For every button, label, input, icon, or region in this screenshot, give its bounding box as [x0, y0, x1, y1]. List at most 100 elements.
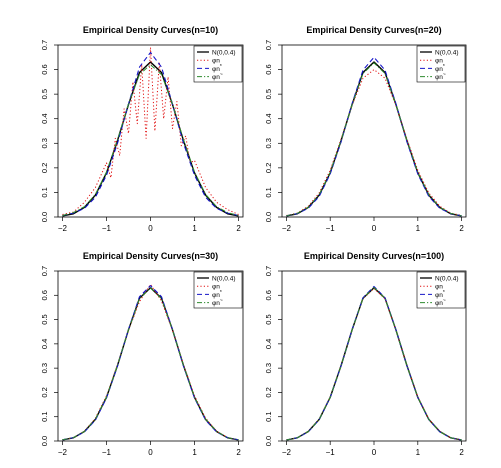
series-line-2 [62, 47, 239, 215]
y-tick-label: 0.6 [40, 290, 49, 300]
y-tick-label: 0.7 [40, 266, 49, 276]
y-tick-label: 0.3 [40, 363, 49, 373]
legend-label: N(0,0.4) [435, 50, 458, 57]
y-tick-label: 0.2 [264, 163, 273, 173]
y-tick-label: 0.5 [264, 89, 273, 99]
legend-label-mark: ~ [443, 72, 446, 78]
legend-label: φn~ [212, 72, 223, 81]
legend-label-mark: ~ [220, 298, 223, 304]
legend-label: φn [435, 284, 443, 291]
legend-label: φn* [435, 64, 445, 73]
x-tick-label: 1 [416, 224, 421, 233]
series-line-3 [62, 285, 239, 441]
y-tick-label: 0.3 [264, 138, 273, 148]
x-tick-label: 2 [236, 448, 241, 457]
series-line-3 [62, 51, 239, 217]
y-tick-label: 0.6 [264, 64, 273, 74]
x-tick-label: −1 [326, 224, 336, 233]
x-tick-label: −1 [102, 224, 112, 233]
legend-label-mark: * [220, 290, 222, 296]
x-tick-label: −1 [102, 448, 112, 457]
series-line-4 [286, 62, 462, 217]
legend-label: N(0,0.4) [212, 50, 235, 57]
x-tick-label: 1 [192, 224, 197, 233]
y-tick-label: 0.6 [40, 64, 49, 74]
legend-label: φn~ [435, 298, 446, 307]
y-tick-label: 0.3 [264, 363, 273, 373]
y-tick-label: 0.1 [264, 187, 273, 197]
series-line-2 [286, 288, 462, 441]
legend-label: φn [212, 284, 220, 291]
y-tick-label: 0.0 [40, 212, 49, 222]
y-tick-label: 0.1 [264, 411, 273, 421]
y-tick-label: 0.1 [40, 411, 49, 421]
series-line-1 [286, 61, 462, 217]
legend-label-mark: * [443, 290, 445, 296]
x-tick-label: −2 [282, 224, 292, 233]
legend-label-mark: * [443, 64, 445, 70]
chart-panel-2: Empirical Density Curves(n=20) −2 −1 0 1 2 0.0… [264, 25, 467, 233]
y-tick-label: 0.7 [264, 266, 273, 276]
legend-label: φn* [435, 290, 445, 299]
chart-panel-3: Empirical Density Curves(n=30) −2 −1 0 1 2 0.0… [40, 251, 244, 457]
legend-label-mark: * [220, 64, 222, 70]
x-tick-label: 2 [459, 224, 464, 233]
x-tick-label: 0 [372, 448, 377, 457]
y-tick-label: 0.4 [40, 339, 49, 349]
series-line-4 [62, 64, 239, 216]
legend-label: N(0,0.4) [435, 276, 458, 283]
x-tick-label: 0 [372, 224, 377, 233]
y-tick-label: 0.0 [40, 436, 49, 446]
legend-label: φn [435, 58, 443, 65]
y-tick-label: 0.2 [264, 387, 273, 397]
x-tick-label: 1 [192, 448, 197, 457]
chart-title: Empirical Density Curves(n=30) [83, 251, 218, 261]
x-tick-label: 1 [416, 448, 421, 457]
legend-label-mark: ~ [443, 298, 446, 304]
x-tick-label: −2 [282, 448, 292, 457]
legend-label: φn~ [212, 298, 223, 307]
y-tick-label: 0.6 [264, 290, 273, 300]
legend-label: φn~ [435, 72, 446, 81]
series-line-2 [62, 283, 239, 441]
y-tick-label: 0.5 [264, 314, 273, 324]
chart-panel-4: Empirical Density Curves(n=100) −2 −1 0 1 2 0.… [264, 251, 467, 457]
y-tick-label: 0.7 [264, 40, 273, 50]
x-tick-label: 2 [459, 448, 464, 457]
y-tick-label: 0.2 [40, 387, 49, 397]
y-tick-label: 0.5 [40, 89, 49, 99]
series-line-3 [286, 56, 462, 217]
legend-label: φn* [212, 290, 222, 299]
y-tick-label: 0.4 [40, 113, 49, 123]
legend-label-mark: ~ [220, 72, 223, 78]
y-tick-label: 0.1 [40, 187, 49, 197]
series-line-4 [286, 287, 462, 441]
x-tick-label: 0 [148, 448, 153, 457]
chart-title: Empirical Density Curves(n=10) [83, 25, 218, 35]
series-line-1 [62, 287, 239, 441]
legend-label: N(0,0.4) [212, 276, 235, 283]
x-tick-label: −1 [326, 448, 336, 457]
series-line-3 [286, 285, 462, 441]
y-tick-label: 0.2 [40, 163, 49, 173]
x-tick-label: 2 [236, 224, 241, 233]
y-tick-label: 0.5 [40, 314, 49, 324]
x-tick-label: 0 [148, 224, 153, 233]
series-line-2 [286, 69, 462, 216]
x-tick-label: −2 [58, 224, 68, 233]
series-line-1 [286, 287, 462, 441]
chart-panel-1: Empirical Density Curves(n=10) −2 −1 0 1 2 0.0… [40, 25, 244, 233]
y-tick-label: 0.4 [264, 339, 273, 349]
legend-label: φn [212, 58, 220, 65]
series-line-4 [62, 287, 239, 441]
series-line-1 [62, 61, 239, 217]
y-tick-label: 0.0 [264, 436, 273, 446]
x-tick-label: −2 [58, 448, 68, 457]
y-tick-label: 0.7 [40, 40, 49, 50]
y-tick-label: 0.4 [264, 113, 273, 123]
y-tick-label: 0.3 [40, 138, 49, 148]
chart-title: Empirical Density Curves(n=20) [306, 25, 441, 35]
chart-title: Empirical Density Curves(n=100) [304, 251, 444, 261]
y-tick-label: 0.0 [264, 212, 273, 222]
